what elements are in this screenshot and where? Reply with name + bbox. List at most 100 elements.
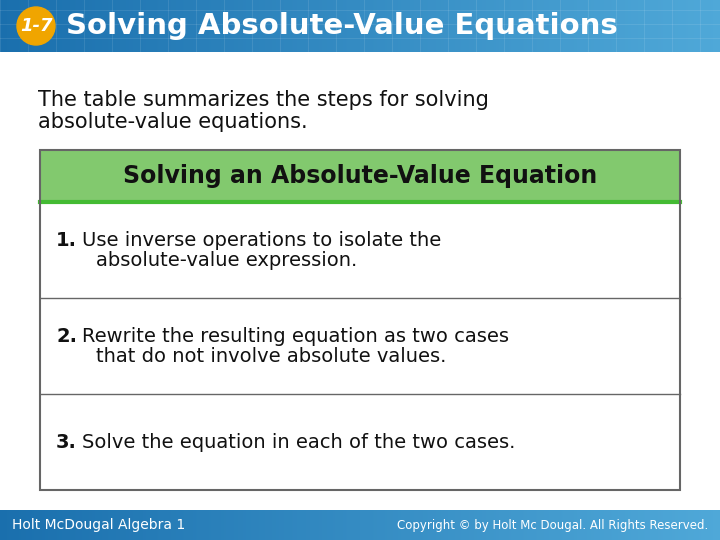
- Bar: [426, 510, 427, 540]
- Bar: [694, 510, 695, 540]
- Bar: [598, 510, 599, 540]
- Bar: [503, 510, 504, 540]
- Bar: [524, 0, 525, 52]
- Bar: [305, 0, 306, 52]
- Bar: [71, 0, 72, 52]
- Bar: [238, 510, 239, 540]
- Bar: [225, 0, 226, 52]
- Bar: [327, 0, 328, 52]
- Bar: [49, 510, 50, 540]
- Bar: [415, 0, 416, 52]
- Bar: [360, 0, 361, 52]
- Bar: [381, 0, 382, 52]
- Bar: [594, 0, 595, 52]
- Bar: [485, 0, 486, 52]
- Bar: [447, 510, 448, 540]
- Bar: [279, 510, 280, 540]
- Bar: [488, 0, 489, 52]
- Bar: [19, 510, 20, 540]
- Bar: [699, 0, 700, 52]
- Bar: [282, 510, 283, 540]
- Bar: [31, 510, 32, 540]
- Text: 1.: 1.: [56, 232, 77, 251]
- Bar: [487, 510, 488, 540]
- Bar: [370, 0, 371, 52]
- Bar: [245, 510, 246, 540]
- Bar: [153, 510, 154, 540]
- Bar: [309, 0, 310, 52]
- Bar: [60, 0, 61, 52]
- Bar: [120, 0, 121, 52]
- Bar: [480, 510, 481, 540]
- Bar: [663, 0, 664, 52]
- Bar: [417, 510, 418, 540]
- Bar: [452, 510, 453, 540]
- Bar: [570, 0, 571, 52]
- Bar: [41, 510, 42, 540]
- Bar: [351, 0, 352, 52]
- Bar: [379, 510, 380, 540]
- Bar: [361, 0, 362, 52]
- Bar: [272, 510, 273, 540]
- Bar: [516, 510, 517, 540]
- Bar: [677, 510, 678, 540]
- Bar: [318, 510, 319, 540]
- Bar: [235, 510, 236, 540]
- Bar: [694, 0, 695, 52]
- Bar: [23, 510, 24, 540]
- Bar: [7, 0, 8, 52]
- Bar: [173, 0, 174, 52]
- Bar: [199, 0, 200, 52]
- Bar: [714, 0, 715, 52]
- Bar: [523, 510, 524, 540]
- Bar: [684, 0, 685, 52]
- Bar: [441, 0, 442, 52]
- Bar: [576, 510, 577, 540]
- Bar: [195, 0, 196, 52]
- Bar: [347, 510, 348, 540]
- Bar: [150, 0, 151, 52]
- Bar: [101, 510, 102, 540]
- Bar: [38, 510, 39, 540]
- Bar: [265, 510, 266, 540]
- Bar: [429, 510, 430, 540]
- Bar: [336, 0, 337, 52]
- Bar: [536, 0, 537, 52]
- Bar: [718, 0, 719, 52]
- Bar: [113, 510, 114, 540]
- Bar: [599, 0, 600, 52]
- Bar: [210, 510, 211, 540]
- Bar: [668, 0, 669, 52]
- Bar: [384, 510, 385, 540]
- Bar: [695, 510, 696, 540]
- Bar: [187, 0, 188, 52]
- Bar: [347, 0, 348, 52]
- Bar: [118, 0, 119, 52]
- Bar: [206, 510, 207, 540]
- Bar: [255, 510, 256, 540]
- Bar: [2, 510, 3, 540]
- Bar: [269, 510, 270, 540]
- Bar: [364, 510, 365, 540]
- Bar: [95, 510, 96, 540]
- Bar: [361, 510, 362, 540]
- Bar: [372, 0, 373, 52]
- Bar: [190, 510, 191, 540]
- Bar: [311, 0, 312, 52]
- Bar: [682, 0, 683, 52]
- Bar: [500, 510, 501, 540]
- Bar: [509, 510, 510, 540]
- Bar: [146, 510, 147, 540]
- Bar: [271, 510, 272, 540]
- Bar: [83, 0, 84, 52]
- Bar: [171, 0, 172, 52]
- Bar: [610, 510, 611, 540]
- Bar: [467, 0, 468, 52]
- Bar: [389, 0, 390, 52]
- Bar: [533, 0, 534, 52]
- Bar: [127, 510, 128, 540]
- Bar: [66, 0, 67, 52]
- Bar: [124, 510, 125, 540]
- Bar: [552, 0, 553, 52]
- Bar: [437, 0, 438, 52]
